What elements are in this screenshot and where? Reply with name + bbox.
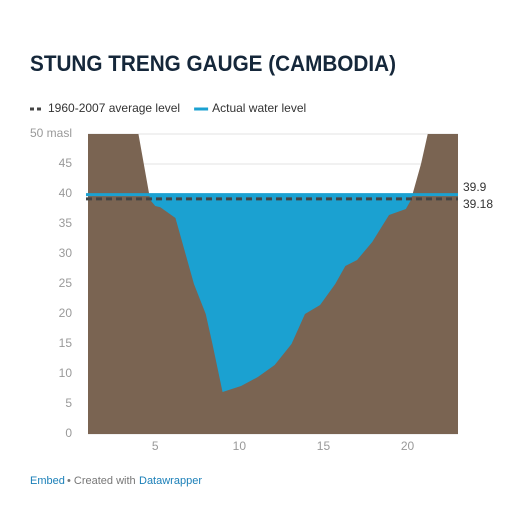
y-tick-label: 0 <box>65 426 72 440</box>
x-tick-label: 15 <box>317 439 331 453</box>
y-tick-label: 20 <box>59 306 73 320</box>
y-tick-label: 10 <box>59 366 73 380</box>
level-label: 39.18 <box>463 197 493 211</box>
x-tick-label: 20 <box>401 439 415 453</box>
y-tick-label: 15 <box>59 336 73 350</box>
level-label: 39.9 <box>463 180 487 194</box>
y-tick-label: 45 <box>59 156 73 170</box>
y-tick-label: 30 <box>59 246 73 260</box>
x-tick-label: 10 <box>233 439 247 453</box>
legend-label: Actual water level <box>212 101 306 115</box>
y-tick-label: 50 masl <box>30 126 72 140</box>
y-tick-label: 40 <box>59 186 73 200</box>
y-tick-label: 35 <box>59 216 73 230</box>
credit: • Created with <box>67 475 136 487</box>
chart-title: STUNG TRENG GAUGE (CAMBODIA) <box>30 51 396 76</box>
y-tick-label: 5 <box>65 396 72 410</box>
embed-link[interactable]: Embed <box>30 475 65 487</box>
y-tick-label: 25 <box>59 276 73 290</box>
x-tick-label: 5 <box>152 439 159 453</box>
riverbed-area <box>88 134 458 434</box>
tool-link[interactable]: Datawrapper <box>139 475 202 487</box>
legend-label: 1960-2007 average level <box>48 101 180 115</box>
